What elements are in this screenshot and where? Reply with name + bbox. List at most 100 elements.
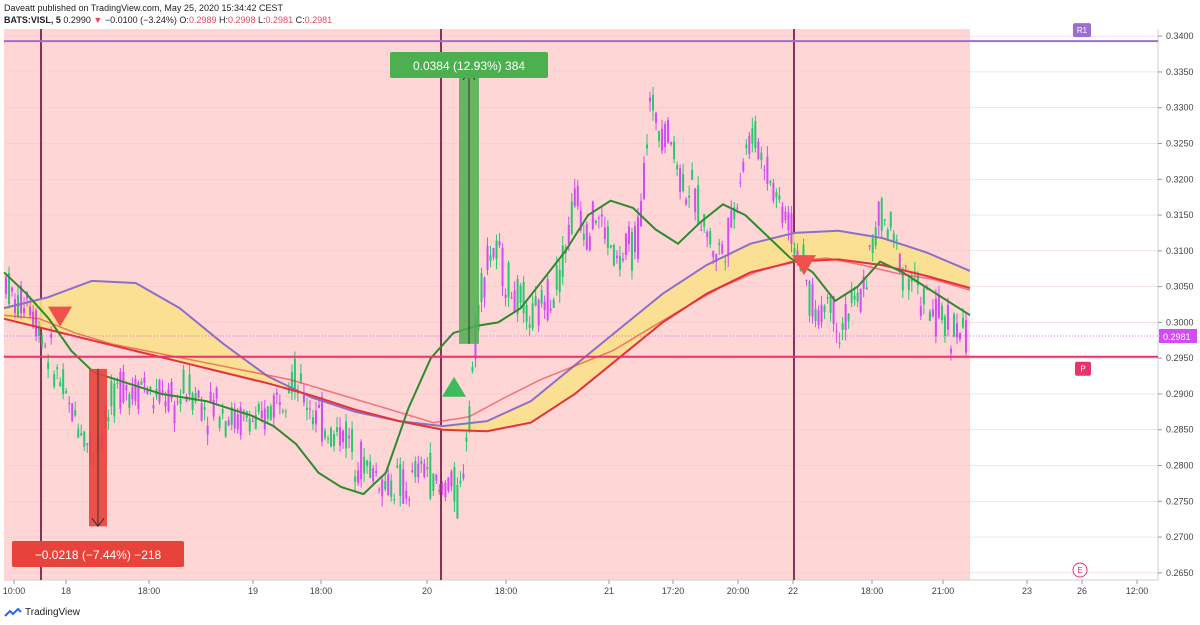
resistance-label: R1 [1077,26,1088,35]
candle-body [835,331,838,333]
candle-body [11,287,14,292]
candle-body [317,404,320,408]
candle-body [603,227,606,240]
tradingview-logo-icon [4,607,22,617]
candle-body [444,482,447,498]
candle-body [600,214,603,217]
candle-body [387,474,390,496]
candle-body [351,429,354,452]
price-axis[interactable]: 0.3400 0.3350 0.3300 0.3250 0.3200 0.3150 0.31… [1158,31,1197,578]
candle-body [519,285,522,303]
candle-body [549,308,552,311]
candle-body [642,163,645,199]
candle-body [83,431,86,447]
candle-body [844,304,847,330]
y-tick-label: 0.3100 [1166,246,1194,256]
time-axis[interactable]: 10:00 18 18:00 19 18:00 20 18:00 21 17:20 20:00 22… [3,580,1149,596]
candle-body [591,201,594,229]
candle-body [865,287,868,290]
ohlc-line: BATS:VISL, 5 0.2990 ▼ −0.0100 (−3.24%) O… [4,15,332,25]
x-tick-label: 18:00 [861,586,884,596]
candle-body [62,369,65,395]
candle-body [197,390,200,398]
y-tick-label: 0.2650 [1166,568,1194,578]
candle-body [739,182,742,184]
candle-body [721,244,724,254]
candle-body [278,402,281,405]
candle-body [146,390,149,395]
candle-body [459,480,462,484]
candle-body [236,414,239,430]
symbol-label: BATS:VISL, 5 [4,15,61,25]
candle-body [453,467,456,502]
x-tick-label: 18 [61,586,71,596]
candle-body [790,213,793,244]
long-measure-label: 0.0384 (12.93%) 384 [413,59,525,73]
tradingview-brand[interactable]: TradingView [4,607,80,618]
candle-body [5,277,7,295]
candle-body [495,240,498,260]
candle-body [615,255,618,259]
candle-body [534,296,537,306]
pivot-levels: R1 P E [4,23,1158,578]
candle-body [248,418,251,432]
candle-body [125,384,128,391]
candle-body [179,399,182,405]
candle-body [492,248,495,258]
x-tick-label: 10:00 [3,586,26,596]
candle-body [898,253,901,273]
candle-body [820,304,823,323]
candle-body [194,393,197,402]
earnings-icon [1072,562,1088,578]
y-tick-label: 0.2750 [1166,496,1194,506]
candle-body [272,395,275,418]
chart-background [4,29,1159,581]
candle-body [910,278,913,282]
candle-body [372,468,375,482]
candle-body [203,407,206,410]
x-tick-label: 18:00 [495,586,518,596]
candle-body [772,183,775,201]
candle-body [369,461,372,479]
candle-body [128,393,131,408]
candle-body [68,403,71,405]
candle-body [748,135,751,155]
candle-body [525,305,528,322]
candle-body [366,460,369,466]
candle-body [330,428,333,447]
candle-body [766,156,769,184]
candle-body [676,164,679,170]
x-tick-label: 12:00 [1126,586,1149,596]
candle-body [673,141,676,160]
y-tick-label: 0.3000 [1166,317,1194,327]
candle-body [802,244,805,261]
candles [5,86,967,520]
candle-body [305,407,308,410]
y-tick-label: 0.2950 [1166,353,1194,363]
candle-body [44,345,47,347]
candle-body [20,285,23,314]
candle-body [17,295,20,318]
candle-body [399,464,402,497]
measure-tools[interactable]: 0.0384 (12.93%) 384 −0.0218 (−7.44%) −218 [12,52,548,567]
y-tick-label: 0.2800 [1166,461,1194,471]
open-value: 0.2989 [188,15,217,25]
candle-body [856,292,859,302]
last-price: 0.2990 [63,15,91,25]
candle-body [342,430,345,443]
candle-body [143,377,146,384]
candle-body [808,280,811,316]
candle-body [612,244,615,266]
short-measure-arrowhead [91,518,105,528]
candle-body [838,342,841,344]
candle-body [510,297,513,299]
candle-body [360,441,363,480]
candle-body [167,389,170,412]
candle-body [71,403,74,422]
candle-body [221,408,224,414]
candle-body [164,401,167,407]
candle-body [188,374,191,395]
candle-body [411,470,414,472]
candle-body [269,406,272,421]
